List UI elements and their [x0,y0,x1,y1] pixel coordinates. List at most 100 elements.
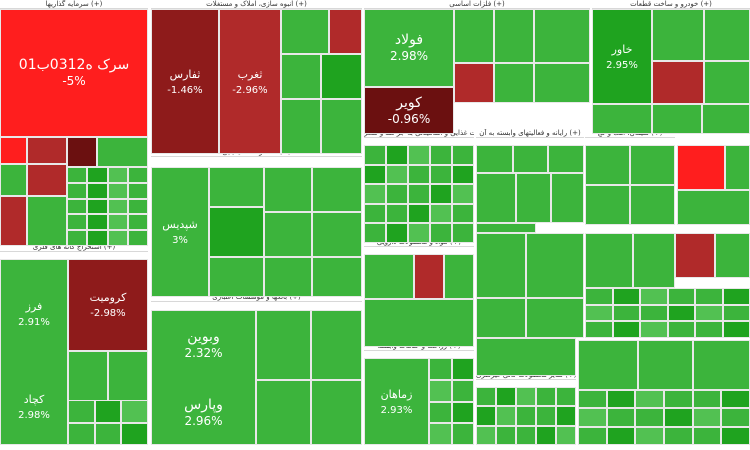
stock-tile[interactable] [494,9,534,63]
stock-tile[interactable] [534,9,590,63]
stock-tile[interactable] [454,63,494,103]
stock-tile[interactable] [652,9,704,61]
stock-tile[interactable] [67,230,88,246]
stock-tile[interactable] [430,164,452,185]
stock-tile[interactable] [578,340,638,390]
stock-tile[interactable] [476,406,496,426]
stock-tile[interactable] [578,426,607,445]
stock-tile[interactable] [551,173,584,223]
stock-tile[interactable] [476,145,513,173]
stock-tile[interactable] [364,203,386,224]
stock-tile[interactable] [68,259,148,351]
stock-tile[interactable] [312,167,362,212]
stock-tile[interactable] [87,182,108,199]
stock-tile[interactable] [127,214,148,231]
stock-tile[interactable] [97,137,148,167]
stock-tile[interactable] [612,321,640,338]
stock-tile[interactable] [256,310,311,380]
stock-tile[interactable] [312,212,362,257]
stock-tile[interactable] [722,288,750,305]
stock-tile[interactable] [121,400,148,423]
stock-tile[interactable] [364,223,386,243]
stock-tile[interactable] [209,207,264,257]
stock-tile[interactable] [585,288,613,305]
stock-tile[interactable] [386,164,408,185]
stock-tile[interactable] [408,223,430,243]
stock-tile[interactable] [107,230,128,246]
stock-tile[interactable] [526,298,584,338]
stock-tile[interactable] [695,321,723,338]
stock-tile[interactable] [127,230,148,246]
stock-tile[interactable] [219,9,281,154]
stock-tile[interactable] [635,390,664,409]
stock-tile[interactable] [329,9,362,54]
stock-tile[interactable] [677,145,725,190]
stock-tile[interactable] [722,304,750,322]
stock-tile[interactable] [94,400,122,423]
stock-tile[interactable] [364,254,414,299]
stock-tile[interactable] [364,184,386,204]
stock-tile[interactable] [677,190,750,225]
stock-tile[interactable] [264,212,312,257]
stock-tile[interactable] [534,63,590,103]
stock-tile[interactable] [87,214,108,231]
stock-tile[interactable] [256,380,311,445]
stock-tile[interactable] [585,145,630,185]
stock-tile[interactable] [667,304,695,322]
stock-tile[interactable] [496,406,516,426]
stock-tile[interactable] [430,184,452,204]
stock-tile[interactable] [429,423,452,445]
stock-tile[interactable] [386,145,408,165]
stock-tile[interactable] [408,184,430,204]
stock-tile[interactable] [633,233,675,288]
stock-tile[interactable] [516,425,536,445]
stock-tile[interactable] [526,233,584,298]
stock-tile[interactable] [612,304,640,322]
stock-tile[interactable] [630,185,675,225]
stock-tile[interactable] [281,9,329,54]
stock-tile[interactable] [494,63,534,103]
stock-tile[interactable] [702,104,750,134]
stock-tile[interactable] [27,137,67,164]
stock-tile[interactable] [606,390,636,409]
stock-tile[interactable] [451,401,474,424]
stock-tile[interactable] [476,233,526,298]
stock-tile[interactable] [127,182,148,199]
stock-tile[interactable] [667,288,695,305]
stock-tile[interactable] [264,167,312,212]
stock-tile[interactable] [556,387,576,407]
stock-tile[interactable] [693,340,750,390]
stock-tile[interactable] [578,390,607,409]
stock-tile[interactable] [87,230,108,246]
stock-tile[interactable] [536,425,556,445]
stock-tile[interactable] [548,145,584,173]
stock-tile[interactable] [592,104,652,134]
stock-tile[interactable] [414,254,444,299]
stock-tile[interactable] [606,408,636,427]
stock-tile[interactable] [592,9,652,104]
stock-tile[interactable] [429,401,452,424]
stock-tile[interactable] [556,406,576,426]
stock-tile[interactable] [451,423,474,445]
stock-tile[interactable] [408,164,430,185]
stock-tile[interactable] [452,145,474,165]
stock-tile[interactable] [281,54,321,99]
stock-tile[interactable] [430,223,452,243]
stock-tile[interactable] [107,214,128,231]
stock-tile[interactable] [721,408,750,427]
stock-tile[interactable] [516,173,551,223]
stock-tile[interactable] [721,426,750,445]
stock-tile[interactable] [496,425,516,445]
stock-tile[interactable] [476,425,496,445]
stock-tile[interactable] [209,257,264,297]
stock-tile[interactable] [725,145,750,190]
stock-tile[interactable] [721,390,750,409]
stock-tile[interactable] [704,61,750,104]
stock-tile[interactable] [451,379,474,402]
stock-tile[interactable] [0,259,68,445]
stock-tile[interactable] [151,167,209,297]
stock-tile[interactable] [364,9,454,87]
stock-tile[interactable] [635,408,664,427]
stock-tile[interactable] [585,304,613,322]
stock-tile[interactable] [0,196,27,246]
